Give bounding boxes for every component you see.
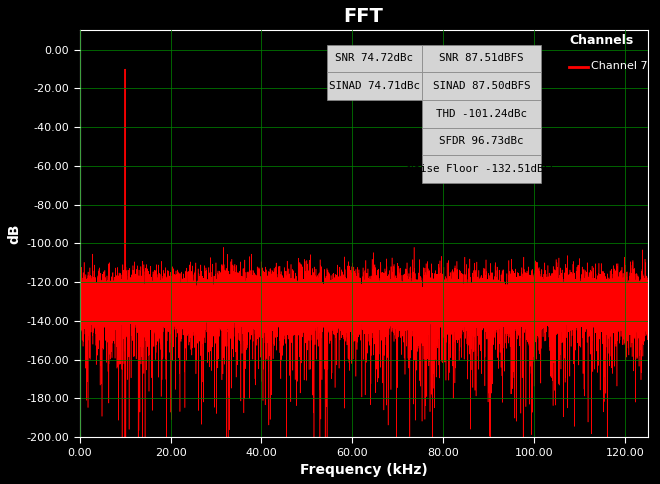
FancyBboxPatch shape: [422, 127, 541, 155]
Y-axis label: dB: dB: [7, 224, 21, 244]
Text: SNR 87.51dBFS: SNR 87.51dBFS: [440, 53, 524, 63]
Text: THD -101.24dBc: THD -101.24dBc: [436, 109, 527, 119]
FancyBboxPatch shape: [327, 45, 422, 72]
X-axis label: Frequency (kHz): Frequency (kHz): [300, 463, 428, 477]
Text: Channel 7: Channel 7: [591, 61, 647, 71]
Text: Channels: Channels: [569, 34, 634, 47]
Text: SINAD 74.71dBc: SINAD 74.71dBc: [329, 81, 420, 91]
FancyBboxPatch shape: [327, 72, 422, 100]
Text: SNR 74.72dBc: SNR 74.72dBc: [335, 53, 413, 63]
Title: FFT: FFT: [344, 7, 383, 26]
FancyBboxPatch shape: [422, 45, 541, 72]
Text: SFDR 96.73dBc: SFDR 96.73dBc: [440, 136, 524, 146]
Text: Noise Floor -132.51dBFS: Noise Floor -132.51dBFS: [407, 164, 556, 174]
Text: SINAD 87.50dBFS: SINAD 87.50dBFS: [433, 81, 531, 91]
FancyBboxPatch shape: [422, 155, 541, 183]
FancyBboxPatch shape: [422, 72, 541, 100]
FancyBboxPatch shape: [422, 100, 541, 127]
